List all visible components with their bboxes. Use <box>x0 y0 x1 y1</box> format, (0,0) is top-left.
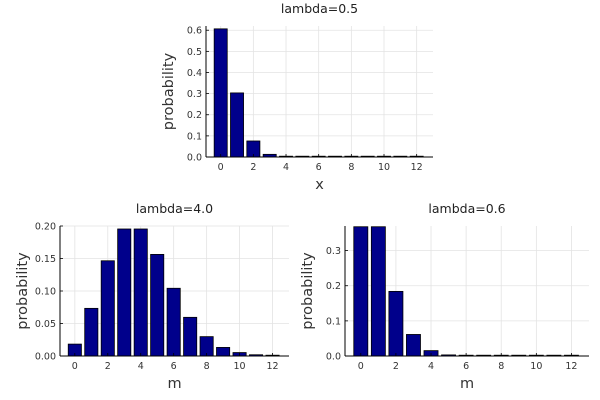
x-tick-label: 2 <box>105 361 111 372</box>
x-tick-label: 0 <box>358 361 364 372</box>
x-axis-label: m <box>167 376 181 392</box>
y-tick-label: 0.3 <box>326 246 341 257</box>
chart-title: lambda=0.6 <box>428 201 505 216</box>
bar <box>117 228 132 357</box>
y-tick-label: 0.10 <box>35 287 56 298</box>
x-tick-label: 6 <box>171 361 177 372</box>
x-tick-label: 4 <box>138 361 144 372</box>
y-tick-label: 0.0 <box>326 352 341 363</box>
y-axis-label: probability <box>300 252 316 330</box>
y-tick-label: 0.1 <box>187 131 202 142</box>
bar <box>133 228 148 357</box>
x-tick-label: 8 <box>348 162 354 173</box>
bar <box>100 260 115 357</box>
x-tick-label: 10 <box>234 361 246 372</box>
bar <box>406 334 421 357</box>
chart-title: lambda=4.0 <box>136 201 213 216</box>
y-tick-label: 0.00 <box>35 352 56 363</box>
x-tick-label: 2 <box>250 162 256 173</box>
x-tick-label: 10 <box>378 162 390 173</box>
x-tick-label: 4 <box>428 361 434 372</box>
y-tick-label: 0.2 <box>326 281 341 292</box>
y-tick-label: 0.6 <box>187 26 202 37</box>
bar <box>353 226 369 357</box>
bar <box>183 316 198 357</box>
chart-title: lambda=0.5 <box>281 1 358 16</box>
y-tick-label: 0.20 <box>35 222 56 233</box>
x-tick-label: 6 <box>316 162 322 173</box>
chart-panel-1: 0 2 4 6 8 10 12 0.0 0.1 0.2 0.3 0.4 0.5 0.6 lambda=0.5… <box>161 1 433 193</box>
x-tick-label: 0 <box>72 361 78 372</box>
y-tick-label: 0.0 <box>187 153 202 164</box>
bar <box>216 347 231 357</box>
y-axis-label: probability <box>161 52 177 130</box>
x-tick-label: 12 <box>565 361 577 372</box>
y-axis-label: probability <box>15 252 31 330</box>
x-tick-label: 2 <box>393 361 399 372</box>
chart-panel-2: 0 2 4 6 8 10 12 0.00 0.05 0.10 0.15 0.20 lambda=4.0 m… <box>15 201 289 392</box>
y-tick-label: 0.1 <box>326 316 341 327</box>
bar <box>213 28 228 158</box>
bar <box>150 254 165 357</box>
x-tick-label: 12 <box>266 361 278 372</box>
x-tick-label: 8 <box>204 361 210 372</box>
x-tick-label: 8 <box>498 361 504 372</box>
x-tick-label: 10 <box>530 361 542 372</box>
y-tick-label: 0.15 <box>35 254 56 265</box>
x-axis-label: m <box>460 376 474 392</box>
bar <box>230 92 244 158</box>
chart-panel-3: 0 2 4 6 8 10 12 0.0 0.1 0.2 0.3 lambda=0.6 m probabil… <box>300 201 589 392</box>
x-tick-label: 4 <box>283 162 289 173</box>
bar <box>166 287 181 357</box>
bar <box>84 307 99 357</box>
x-axis-label: x <box>315 177 324 193</box>
x-tick-label: 0 <box>218 162 224 173</box>
x-tick-label: 12 <box>411 162 423 173</box>
y-tick-label: 0.4 <box>187 68 202 79</box>
y-tick-label: 0.2 <box>187 110 202 121</box>
x-tick-label: 6 <box>463 361 469 372</box>
bar <box>388 290 404 357</box>
bar <box>370 226 386 357</box>
y-tick-label: 0.5 <box>187 47 202 58</box>
y-tick-label: 0.3 <box>187 89 202 100</box>
y-tick-label: 0.05 <box>35 319 56 330</box>
